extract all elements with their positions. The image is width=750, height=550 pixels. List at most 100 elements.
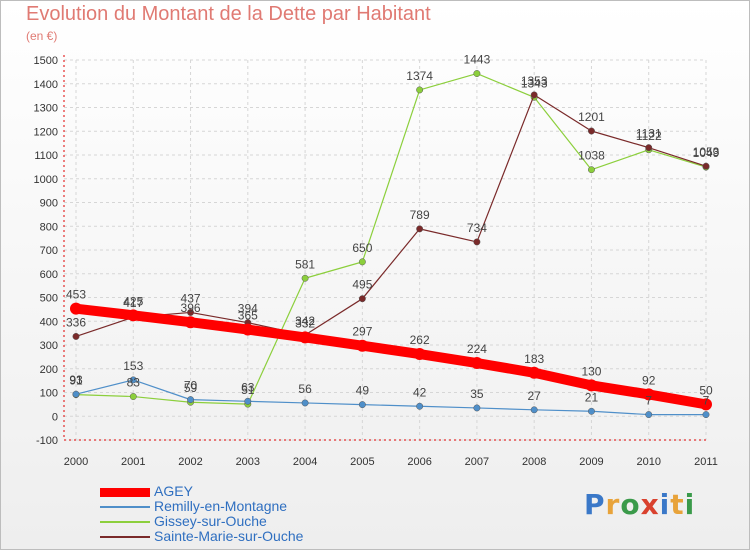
- data-label-0: 262: [410, 333, 430, 347]
- data-label-3: 1131: [636, 127, 662, 141]
- data-point-1: [301, 399, 309, 407]
- data-label-3: 734: [467, 221, 487, 235]
- legend-swatch-sainte-marie: [100, 535, 150, 538]
- y-tick-label: 0: [52, 411, 58, 423]
- legend-swatch-remilly: [100, 505, 150, 508]
- data-point-0: [642, 388, 655, 401]
- chart-title: Evolution du Montant de la Dette par Hab…: [26, 3, 431, 25]
- data-label-2: 91: [69, 374, 83, 388]
- y-tick-label: 900: [40, 198, 58, 210]
- data-point-3: [473, 238, 481, 246]
- y-tick-label: 1300: [34, 103, 58, 115]
- data-point-1: [72, 390, 80, 398]
- chart-subtitle: (en €): [26, 29, 58, 43]
- y-tick-label: 1000: [34, 174, 58, 186]
- y-tick-label: 1200: [34, 126, 58, 138]
- data-point-0: [127, 309, 140, 322]
- data-point-0: [700, 398, 712, 411]
- data-point-1: [645, 411, 653, 419]
- y-tick-label: 800: [40, 221, 58, 233]
- data-label-2: 1374: [406, 69, 433, 83]
- data-label-2: 1343: [521, 76, 548, 90]
- y-tick-label: 700: [40, 245, 58, 257]
- data-label-3: 394: [238, 302, 258, 316]
- data-point-1: [416, 402, 424, 410]
- data-point-2: [416, 86, 424, 94]
- data-point-3: [187, 309, 194, 316]
- logo-letter: x: [640, 488, 660, 521]
- x-tick-label: 2010: [636, 456, 660, 468]
- data-label-3: 1053: [693, 145, 720, 159]
- logo-letter: t: [670, 488, 685, 521]
- data-label-0: 297: [352, 325, 372, 339]
- data-point-3: [358, 295, 366, 303]
- data-point-0: [470, 357, 483, 370]
- data-point-0: [356, 339, 369, 352]
- x-tick-label: 2009: [579, 456, 603, 468]
- data-label-3: 437: [181, 291, 201, 305]
- data-label-0: 365: [238, 309, 258, 323]
- data-label-1: 153: [123, 359, 143, 373]
- data-label-2: 650: [352, 241, 372, 255]
- data-label-1: 93: [69, 373, 83, 387]
- data-label-0: 130: [581, 364, 601, 378]
- legend-label-agey: AGEY: [154, 483, 193, 499]
- data-label-0: 396: [181, 301, 201, 315]
- data-point-0: [413, 348, 426, 361]
- data-label-1: 70: [184, 379, 198, 393]
- data-label-2: 59: [184, 381, 198, 395]
- y-tick-label: -100: [36, 435, 58, 447]
- data-point-3: [530, 91, 538, 99]
- logo-letter: P: [584, 488, 606, 521]
- data-label-1: 42: [413, 385, 427, 399]
- y-tick-label: 1100: [34, 150, 58, 162]
- data-label-2: 51: [241, 383, 255, 397]
- y-tick-label: 300: [40, 340, 58, 352]
- data-label-3: 342: [295, 314, 315, 328]
- data-point-3: [588, 127, 595, 135]
- data-label-0: 224: [467, 342, 487, 356]
- logo-letter: i: [684, 488, 696, 521]
- data-label-3: 789: [410, 208, 430, 222]
- data-label-3: 495: [352, 278, 372, 292]
- data-point-1: [530, 406, 538, 414]
- data-label-3: 1201: [578, 110, 605, 124]
- data-point-1: [473, 404, 481, 412]
- data-point-2: [358, 258, 366, 266]
- data-point-0: [585, 379, 598, 392]
- data-label-1: 49: [356, 384, 370, 398]
- data-label-1: 7: [703, 394, 710, 408]
- data-point-3: [416, 225, 424, 233]
- logo-letter: r: [605, 488, 621, 521]
- data-point-1: [702, 411, 710, 419]
- data-label-1: 27: [528, 389, 542, 403]
- y-tick-label: 500: [40, 293, 58, 305]
- data-point-2: [473, 70, 481, 77]
- data-point-1: [187, 396, 194, 404]
- series-line-2: [75, 72, 707, 405]
- x-tick-label: 2002: [178, 456, 202, 468]
- legend-label-sainte-marie: Sainte-Marie-sur-Ouche: [154, 528, 304, 544]
- legend-label-remilly: Remilly-en-Montagne: [154, 498, 288, 514]
- data-point-2: [588, 166, 595, 174]
- x-tick-label: 2003: [236, 456, 260, 468]
- logo-letter: o: [620, 488, 641, 521]
- logo-letter: i: [659, 488, 671, 521]
- data-point-3: [702, 162, 710, 170]
- data-label-1: 7: [645, 394, 652, 408]
- data-label-2: 1049: [693, 146, 720, 160]
- data-label-1: 21: [585, 390, 599, 404]
- legend-swatch-gissey: [100, 520, 150, 523]
- data-point-1: [358, 401, 366, 409]
- data-point-0: [299, 331, 312, 344]
- x-tick-label: 2008: [522, 456, 546, 468]
- proxiti-logo: Proxiti: [584, 488, 695, 521]
- data-point-1: [588, 407, 595, 415]
- data-label-2: 581: [295, 257, 315, 271]
- series-line-1: [75, 379, 707, 416]
- data-label-0: 332: [295, 316, 315, 330]
- data-label-3: 336: [66, 315, 86, 329]
- data-label-0: 183: [524, 352, 544, 366]
- data-point-2: [129, 393, 137, 400]
- x-tick-label: 2001: [121, 456, 145, 468]
